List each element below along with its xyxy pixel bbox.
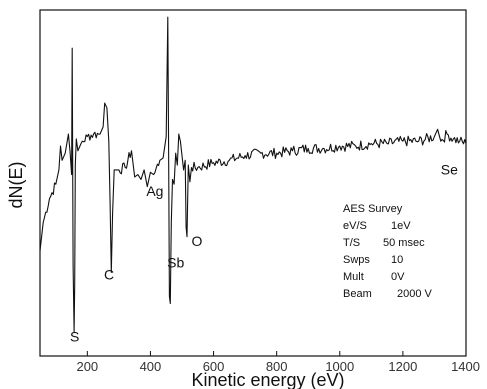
- info-key: eV/S: [343, 220, 367, 232]
- info-key: Mult: [343, 271, 364, 283]
- spectrum-line: [39, 16, 467, 333]
- info-key: AES Survey: [343, 203, 403, 215]
- peak-label-c: C: [104, 267, 114, 283]
- info-value: 0V: [391, 271, 405, 283]
- y-axis-title: dN(E): [6, 161, 26, 208]
- peak-label-o: O: [191, 233, 202, 249]
- info-value: 10: [391, 254, 403, 266]
- x-tick-label: 1400: [451, 359, 480, 374]
- x-tick-label: 600: [203, 359, 225, 374]
- info-key: Swps: [343, 254, 370, 266]
- plot-frame: [39, 9, 467, 357]
- peak-label-ag: Ag: [146, 183, 163, 199]
- info-key: T/S: [343, 237, 360, 249]
- peak-label-s: S: [70, 329, 79, 345]
- x-tick-label: 200: [76, 359, 98, 374]
- x-tick-label: 1000: [325, 359, 354, 374]
- peak-label-se: Se: [441, 162, 458, 178]
- info-key: Beam: [343, 288, 372, 300]
- peak-label-sb: Sb: [167, 255, 184, 271]
- x-tick-label: 1200: [388, 359, 417, 374]
- x-axis-title: Kinetic energy (eV): [191, 370, 344, 389]
- x-tick-label: 400: [140, 359, 162, 374]
- info-value: 1eV: [391, 220, 411, 232]
- info-box: AES Survey eV/S 1eV T/S 50 msec Swps 10 Mult 0V B…: [343, 203, 433, 300]
- x-tick-label: 800: [266, 359, 288, 374]
- info-value: 50 msec: [383, 237, 425, 249]
- info-value: 2000 V: [397, 288, 433, 300]
